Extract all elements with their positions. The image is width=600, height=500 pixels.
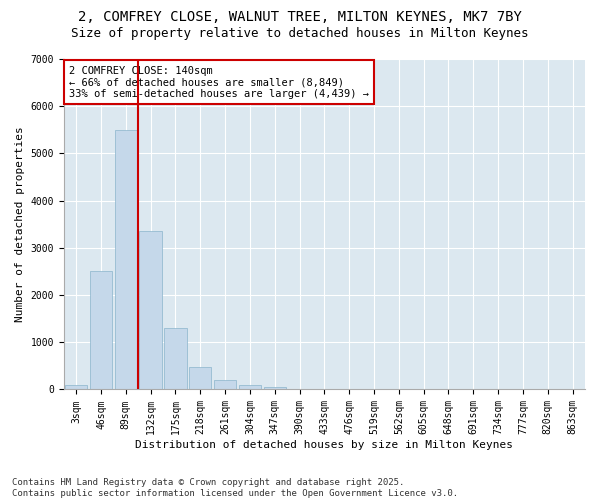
Text: Size of property relative to detached houses in Milton Keynes: Size of property relative to detached ho… <box>71 28 529 40</box>
Bar <box>214 380 236 390</box>
X-axis label: Distribution of detached houses by size in Milton Keynes: Distribution of detached houses by size … <box>136 440 514 450</box>
Bar <box>189 367 211 390</box>
Text: Contains HM Land Registry data © Crown copyright and database right 2025.
Contai: Contains HM Land Registry data © Crown c… <box>12 478 458 498</box>
Bar <box>263 387 286 390</box>
Bar <box>239 385 261 390</box>
Text: 2 COMFREY CLOSE: 140sqm
← 66% of detached houses are smaller (8,849)
33% of semi: 2 COMFREY CLOSE: 140sqm ← 66% of detache… <box>69 66 369 99</box>
Bar <box>115 130 137 390</box>
Bar <box>90 272 112 390</box>
Bar <box>139 232 162 390</box>
Bar <box>164 328 187 390</box>
Text: 2, COMFREY CLOSE, WALNUT TREE, MILTON KEYNES, MK7 7BY: 2, COMFREY CLOSE, WALNUT TREE, MILTON KE… <box>78 10 522 24</box>
Bar <box>65 385 88 390</box>
Y-axis label: Number of detached properties: Number of detached properties <box>15 126 25 322</box>
